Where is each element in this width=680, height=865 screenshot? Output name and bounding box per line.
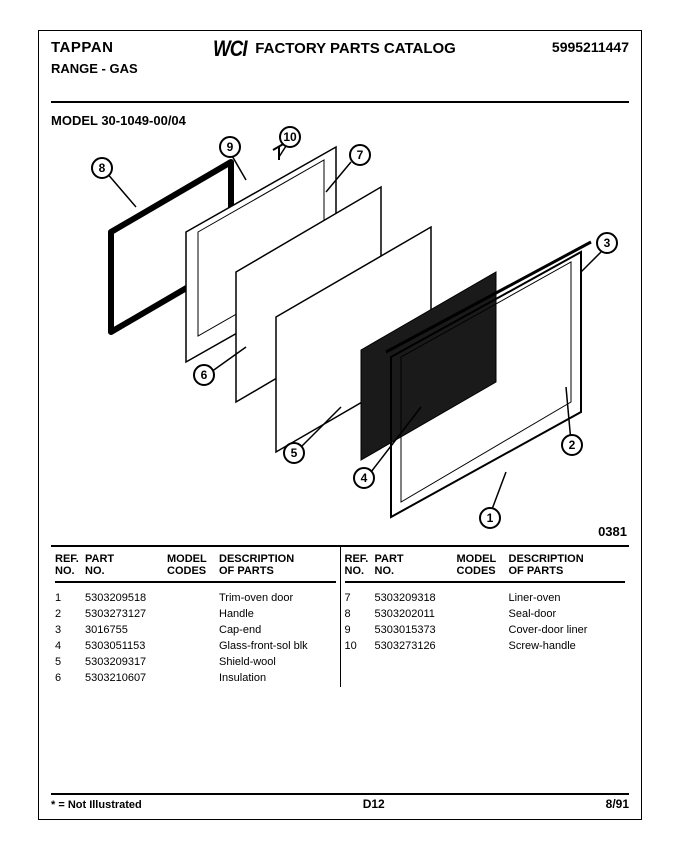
callout-6: 6 bbox=[193, 364, 215, 386]
cell-part: 5303209317 bbox=[85, 655, 167, 671]
cell-part: 5303015373 bbox=[375, 623, 457, 639]
callout-1: 1 bbox=[479, 507, 501, 529]
parts-col-right: REF.NO. PARTNO. MODELCODES DESCRIPTIONOF… bbox=[341, 547, 630, 687]
cell-part: 5303210607 bbox=[85, 671, 167, 687]
table-row: 65303210607 Insulation bbox=[55, 671, 336, 687]
cell-ref: 1 bbox=[55, 591, 85, 607]
cell-model bbox=[167, 591, 219, 607]
catalog-title-block: WCI FACTORY PARTS CATALOG bbox=[210, 39, 456, 59]
cell-model bbox=[167, 639, 219, 655]
hdr-model: MODEL bbox=[167, 553, 207, 565]
catalog-number: 5995211447 bbox=[552, 39, 629, 55]
hdr-ref: REF. bbox=[55, 553, 79, 565]
cell-model bbox=[167, 655, 219, 671]
hdr-part2: NO. bbox=[85, 565, 105, 577]
header: TAPPAN WCI FACTORY PARTS CATALOG 5995211… bbox=[39, 31, 641, 93]
table-row: 95303015373 Cover-door liner bbox=[345, 623, 626, 639]
hdr-model2: CODES bbox=[167, 565, 206, 577]
callout-7: 7 bbox=[349, 144, 371, 166]
footer: * = Not Illustrated D12 8/91 bbox=[51, 793, 629, 811]
table-header-right: REF.NO. PARTNO. MODELCODES DESCRIPTIONOF… bbox=[345, 553, 626, 583]
cell-model bbox=[457, 623, 509, 639]
cell-model bbox=[457, 607, 509, 623]
table-row: 45303051153 Glass-front-sol blk bbox=[55, 639, 336, 655]
cell-desc: Liner-oven bbox=[509, 591, 626, 607]
wci-logo: WCI bbox=[212, 39, 246, 59]
model-line: MODEL 30-1049-00/04 bbox=[39, 103, 641, 132]
table-row: 25303273127 Handle bbox=[55, 607, 336, 623]
cell-ref: 2 bbox=[55, 607, 85, 623]
cell-ref: 10 bbox=[345, 639, 375, 655]
table-row: 55303209317 Shield-wool bbox=[55, 655, 336, 671]
cell-part: 3016755 bbox=[85, 623, 167, 639]
cell-ref: 3 bbox=[55, 623, 85, 639]
page-frame: TAPPAN WCI FACTORY PARTS CATALOG 5995211… bbox=[38, 30, 642, 820]
hdr-part: PART bbox=[85, 553, 114, 565]
footer-date: 8/91 bbox=[606, 797, 629, 811]
cell-model bbox=[167, 623, 219, 639]
hdr-desc2: OF PARTS bbox=[219, 565, 274, 577]
brand-name: TAPPAN bbox=[51, 39, 113, 56]
hdr-model2: CODES bbox=[457, 565, 496, 577]
hdr-model: MODEL bbox=[457, 553, 497, 565]
cell-ref: 4 bbox=[55, 639, 85, 655]
table-header-left: REF.NO. PARTNO. MODELCODES DESCRIPTIONOF… bbox=[55, 553, 336, 583]
cell-part: 5303209318 bbox=[375, 591, 457, 607]
callout-2: 2 bbox=[561, 434, 583, 456]
callout-10: 10 bbox=[279, 126, 301, 148]
header-row: TAPPAN WCI FACTORY PARTS CATALOG 5995211… bbox=[51, 39, 629, 59]
parts-col-left: REF.NO. PARTNO. MODELCODES DESCRIPTIONOF… bbox=[51, 547, 341, 687]
callout-8: 8 bbox=[91, 157, 113, 179]
cell-part: 5303273127 bbox=[85, 607, 167, 623]
cell-ref: 9 bbox=[345, 623, 375, 639]
cell-part: 5303051153 bbox=[85, 639, 167, 655]
table-row: 105303273126 Screw-handle bbox=[345, 639, 626, 655]
cell-part: 5303209518 bbox=[85, 591, 167, 607]
cell-model bbox=[457, 639, 509, 655]
hdr-ref: REF. bbox=[345, 553, 369, 565]
table-row: 33016755 Cap-end bbox=[55, 623, 336, 639]
cell-ref: 7 bbox=[345, 591, 375, 607]
callout-9: 9 bbox=[219, 136, 241, 158]
cell-ref: 6 bbox=[55, 671, 85, 687]
callout-4: 4 bbox=[353, 467, 375, 489]
cell-part: 5303273126 bbox=[375, 639, 457, 655]
table-row: 15303209518 Trim-oven door bbox=[55, 591, 336, 607]
cell-desc: Trim-oven door bbox=[219, 591, 336, 607]
cell-desc: Handle bbox=[219, 607, 336, 623]
footnote: * = Not Illustrated bbox=[51, 799, 142, 811]
table-row: 85303202011 Seal-door bbox=[345, 607, 626, 623]
cell-ref: 8 bbox=[345, 607, 375, 623]
cell-desc: Cover-door liner bbox=[509, 623, 626, 639]
hdr-desc: DESCRIPTION bbox=[509, 553, 584, 565]
cell-desc: Cap-end bbox=[219, 623, 336, 639]
cell-model bbox=[457, 591, 509, 607]
cell-ref: 5 bbox=[55, 655, 85, 671]
hdr-ref2: NO. bbox=[55, 565, 75, 577]
diagram-ref-code: 0381 bbox=[598, 524, 627, 539]
cell-desc: Shield-wool bbox=[219, 655, 336, 671]
hdr-part2: NO. bbox=[375, 565, 395, 577]
callout-3: 3 bbox=[596, 232, 618, 254]
hdr-desc: DESCRIPTION bbox=[219, 553, 294, 565]
cell-model bbox=[167, 607, 219, 623]
parts-table: REF.NO. PARTNO. MODELCODES DESCRIPTIONOF… bbox=[51, 545, 629, 687]
page-number: D12 bbox=[363, 797, 385, 811]
cell-desc: Glass-front-sol blk bbox=[219, 639, 336, 655]
product-line: RANGE - GAS bbox=[51, 61, 629, 76]
cell-desc: Seal-door bbox=[509, 607, 626, 623]
hdr-ref2: NO. bbox=[345, 565, 365, 577]
cell-desc: Insulation bbox=[219, 671, 336, 687]
callout-5: 5 bbox=[283, 442, 305, 464]
table-row: 75303209318 Liner-oven bbox=[345, 591, 626, 607]
cell-part: 5303202011 bbox=[375, 607, 457, 623]
exploded-diagram: 8 9 10 7 3 6 5 4 1 2 0381 bbox=[51, 132, 629, 537]
cell-desc: Screw-handle bbox=[509, 639, 626, 655]
hdr-desc2: OF PARTS bbox=[509, 565, 564, 577]
catalog-title: FACTORY PARTS CATALOG bbox=[255, 40, 456, 57]
hdr-part: PART bbox=[375, 553, 404, 565]
cell-model bbox=[167, 671, 219, 687]
diagram-svg bbox=[51, 132, 631, 537]
